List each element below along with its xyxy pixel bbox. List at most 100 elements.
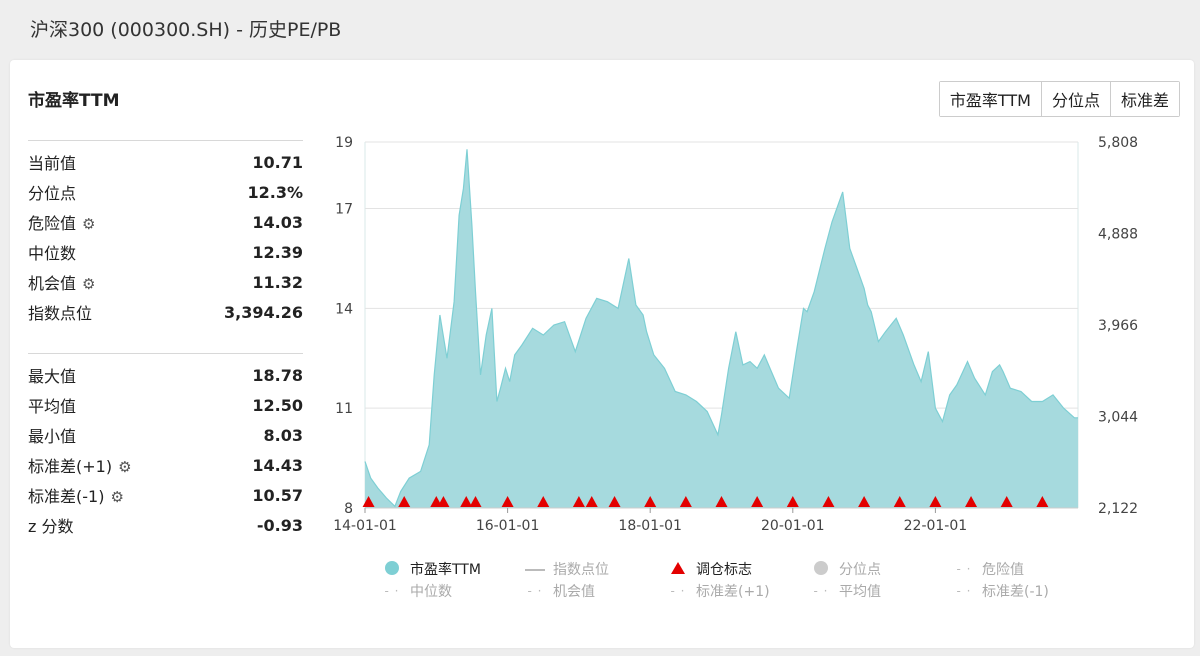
stat-label: 平均值 <box>28 393 76 417</box>
stat-label: 最小值 <box>28 423 76 447</box>
tab-std-dev[interactable]: 标准差 <box>1109 82 1179 116</box>
gear-icon[interactable]: ⚙ <box>82 215 96 233</box>
legend-dot-icon <box>380 560 404 578</box>
legend-label: 平均值 <box>839 584 881 600</box>
legend-item[interactable]: - · 危险值 <box>952 559 1095 579</box>
stat-label: 分位点 <box>28 180 76 204</box>
rebalance-marker <box>858 496 871 507</box>
stat-value: 12.3% <box>247 182 303 202</box>
stat-value: -0.93 <box>256 515 303 535</box>
stat-row: 最小值 8.03 <box>28 420 303 450</box>
y-tick-label: 19 <box>335 135 353 151</box>
stat-label-text: 最小值 <box>28 427 77 446</box>
legend-dash-icon: - · <box>813 584 829 598</box>
legend-label: 中位数 <box>410 584 452 600</box>
rebalance-marker <box>751 496 764 507</box>
stat-row: 机会值 ⚙ 11.32 <box>28 267 303 297</box>
tab-pe-ttm[interactable]: 市盈率TTM <box>939 82 1041 116</box>
stat-row: 危险值 ⚙ 14.03 <box>28 207 303 237</box>
y2-tick-label: 3,966 <box>1098 318 1138 334</box>
x-tick-label: 22-01-01 <box>904 518 968 534</box>
stat-value: 14.43 <box>252 455 303 475</box>
legend-label: 标准差(-1) <box>982 584 1049 600</box>
legend-dash-icon: - · <box>956 584 972 598</box>
stat-value: 12.50 <box>252 395 303 415</box>
legend-dash-icon: - · <box>384 584 400 598</box>
legend-line-icon <box>523 562 547 576</box>
legend-item[interactable]: - · 机会值 <box>523 581 666 601</box>
stat-label: 指数点位 <box>28 300 92 324</box>
x-tick-label: 18-01-01 <box>618 518 682 534</box>
stat-label-text: 当前值 <box>28 154 77 173</box>
y2-tick-label: 3,044 <box>1098 410 1138 426</box>
legend-item[interactable]: - · 标准差(+1) <box>666 581 809 601</box>
legend-item[interactable]: - · 标准差(-1) <box>952 581 1095 601</box>
rebalance-marker <box>437 496 450 507</box>
legend-label: 分位点 <box>839 562 881 578</box>
legend-label: 危险值 <box>982 562 1024 578</box>
rebalance-marker <box>715 496 728 507</box>
legend-item[interactable]: 市盈率TTM <box>380 559 523 579</box>
rebalance-marker <box>1000 496 1013 507</box>
x-tick-label: 16-01-01 <box>476 518 540 534</box>
stat-value: 3,394.26 <box>224 302 303 322</box>
rebalance-marker <box>362 496 375 507</box>
y-tick-label: 14 <box>335 301 353 317</box>
rebalance-marker <box>469 496 482 507</box>
pe-area <box>365 149 1078 509</box>
stat-label: 当前值 <box>28 150 76 174</box>
pe-chart-card: 市盈率TTM 市盈率TTM 分位点 标准差 当前值 10.71 分位点 12.3% 危险… <box>10 60 1194 648</box>
legend-dot-icon <box>809 560 833 578</box>
stat-label: 标准差(+1) ⚙ <box>28 453 132 477</box>
stat-label: 危险值 ⚙ <box>28 210 95 234</box>
legend-item[interactable]: - · 中位数 <box>380 581 523 601</box>
stat-value: 8.03 <box>263 425 303 445</box>
legend-label: 标准差(+1) <box>696 584 770 600</box>
y2-tick-label: 4,888 <box>1098 227 1138 243</box>
legend-label: 机会值 <box>553 584 595 600</box>
stat-label: 机会值 ⚙ <box>28 270 95 294</box>
y-tick-label: 8 <box>344 501 353 517</box>
rebalance-marker <box>398 496 411 507</box>
stat-label-text: z 分数 <box>28 517 74 536</box>
stat-row: 中位数 12.39 <box>28 237 303 267</box>
stats-divider <box>28 140 303 141</box>
rebalance-marker <box>608 496 621 507</box>
legend-item[interactable]: 指数点位 <box>523 559 666 579</box>
stat-label: z 分数 <box>28 513 74 537</box>
legend-item[interactable]: 调仓标志 <box>666 559 809 579</box>
y2-tick-label: 2,122 <box>1098 501 1138 517</box>
stats-top-group: 当前值 10.71 分位点 12.3% 危险值 ⚙ 14.03 中位数 12.39 机会值 ⚙ 11.… <box>28 147 303 327</box>
legend-label: 指数点位 <box>553 562 609 578</box>
legend-dash-icon: - · <box>527 584 543 598</box>
stat-label-text: 中位数 <box>28 244 77 263</box>
rebalance-marker <box>1036 496 1049 507</box>
view-tabs: 市盈率TTM 分位点 标准差 <box>938 81 1180 117</box>
tab-percentile[interactable]: 分位点 <box>1040 82 1110 116</box>
stats-divider <box>28 353 303 354</box>
rebalance-marker <box>460 496 473 507</box>
rebalance-marker <box>822 496 835 507</box>
legend-item[interactable]: 分位点 <box>809 559 952 579</box>
rebalance-marker <box>501 496 514 507</box>
rebalance-marker <box>929 496 942 507</box>
stat-label-text: 机会值 <box>28 274 77 293</box>
stat-label-text: 标准差(+1) <box>28 457 113 476</box>
stat-row: 标准差(-1) ⚙ 10.57 <box>28 480 303 510</box>
pe-line <box>364 149 1078 508</box>
legend-item[interactable]: - · 平均值 <box>809 581 952 601</box>
gear-icon[interactable]: ⚙ <box>82 275 96 293</box>
stat-value: 18.78 <box>252 365 303 385</box>
stat-value: 14.03 <box>252 212 303 232</box>
stat-label-text: 平均值 <box>28 397 77 416</box>
legend-dash-icon: - · <box>956 562 972 576</box>
gear-icon[interactable]: ⚙ <box>110 488 124 506</box>
gear-icon[interactable]: ⚙ <box>118 458 132 476</box>
rebalance-marker <box>572 496 585 507</box>
y-tick-label: 11 <box>335 401 353 417</box>
stat-label-text: 标准差(-1) <box>28 487 105 506</box>
stats-panel: 当前值 10.71 分位点 12.3% 危险值 ⚙ 14.03 中位数 12.39 机会值 ⚙ 11.… <box>28 140 303 540</box>
x-tick-label: 14-01-01 <box>333 518 397 534</box>
stat-value: 10.57 <box>252 485 303 505</box>
pe-area-chart: 8 11 14 17 19 2,122 3,044 3,966 4,888 5,808 14-01-… <box>333 135 1138 534</box>
